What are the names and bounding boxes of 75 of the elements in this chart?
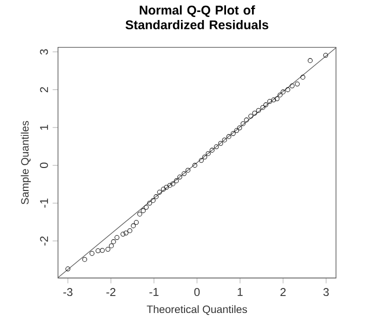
point [300, 74, 306, 80]
point [192, 162, 198, 168]
point [237, 125, 242, 130]
y-tick-label: 0 [40, 162, 48, 168]
point [100, 248, 105, 253]
point [278, 92, 282, 98]
point [210, 148, 214, 153]
point [244, 118, 249, 122]
point [82, 257, 88, 262]
point [263, 102, 268, 108]
point [134, 220, 139, 225]
point [170, 181, 176, 186]
point [308, 58, 313, 63]
point [124, 230, 128, 236]
point [323, 52, 328, 58]
x-tick-label: -3 [63, 288, 72, 296]
point [177, 174, 182, 180]
point [164, 184, 169, 190]
point [147, 200, 152, 206]
point [114, 235, 120, 240]
point [157, 190, 162, 195]
point [96, 248, 100, 254]
y-axis-title: Sample Quantiles [20, 120, 31, 204]
point [280, 90, 286, 94]
point [108, 243, 114, 248]
point [120, 232, 126, 237]
point [256, 108, 261, 113]
point [214, 144, 219, 150]
point [127, 228, 132, 234]
x-axis-title: Theoretical Quantiles [146, 305, 247, 315]
point [186, 168, 190, 173]
point [202, 154, 208, 160]
chart-title: Normal Q-Q Plot of Standardized Residuals [126, 5, 268, 30]
point [130, 223, 136, 228]
x-tick-label: 2 [280, 288, 286, 296]
point [154, 194, 159, 200]
x-tick-label: 0 [194, 288, 200, 296]
y-tick-label: 2 [40, 87, 48, 92]
point [271, 97, 276, 102]
point [252, 110, 258, 116]
y-tick-label: -2 [40, 236, 48, 246]
point [198, 158, 204, 163]
point [90, 251, 94, 256]
point [111, 239, 116, 244]
y-tick-label: -1 [40, 198, 48, 208]
point [230, 131, 236, 136]
point [260, 105, 266, 110]
point [140, 208, 146, 214]
point [234, 128, 239, 133]
point [174, 178, 179, 184]
point [106, 246, 110, 252]
point [226, 134, 232, 139]
x-tick-label: -2 [106, 288, 116, 296]
point [285, 87, 290, 92]
point [248, 114, 254, 119]
y-tick-label: 1 [40, 124, 48, 130]
point [167, 182, 172, 188]
point [294, 82, 300, 86]
point [222, 138, 227, 142]
x-tick-label: 1 [238, 288, 243, 296]
y-tick-label: 3 [40, 49, 48, 55]
point [65, 266, 70, 272]
point [161, 186, 166, 192]
point [218, 140, 224, 146]
point [206, 151, 211, 156]
point [182, 171, 186, 176]
point [137, 212, 142, 216]
point [150, 198, 156, 203]
x-tick-label: -1 [149, 288, 158, 296]
x-tick-label: 3 [323, 288, 329, 296]
point [240, 121, 246, 126]
point [267, 99, 272, 104]
point [274, 96, 280, 102]
point [144, 204, 149, 210]
point [290, 84, 295, 88]
